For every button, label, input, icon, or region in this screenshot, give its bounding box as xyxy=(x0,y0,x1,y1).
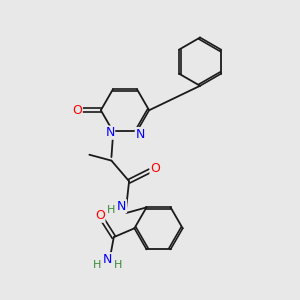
Text: O: O xyxy=(150,162,160,175)
Text: O: O xyxy=(95,209,105,222)
Text: O: O xyxy=(72,104,82,117)
Text: N: N xyxy=(103,253,112,266)
Text: H: H xyxy=(93,260,101,269)
Text: N: N xyxy=(117,200,126,213)
Text: N: N xyxy=(105,126,115,139)
Text: H: H xyxy=(114,260,123,269)
Text: H: H xyxy=(107,205,116,215)
Text: N: N xyxy=(135,128,145,141)
